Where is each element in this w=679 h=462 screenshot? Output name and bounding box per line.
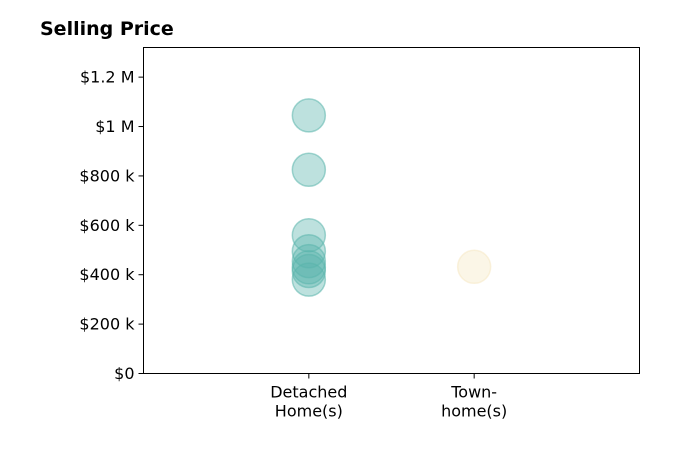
y-tick-label: $800 k bbox=[79, 166, 135, 185]
data-point bbox=[291, 152, 327, 187]
data-point bbox=[291, 262, 327, 297]
y-tick-label: $0 bbox=[114, 364, 134, 383]
y-tick-label: $1.2 M bbox=[80, 68, 135, 87]
y-tick-label: $400 k bbox=[79, 265, 135, 284]
points-layer bbox=[291, 98, 492, 297]
x-tick-label: Town-home(s) bbox=[441, 383, 507, 421]
data-point bbox=[456, 249, 492, 285]
x-tick-label: Detached Home(s) bbox=[270, 383, 347, 421]
y-tick-label: $200 k bbox=[79, 315, 135, 334]
chart-title: Selling Price bbox=[40, 18, 174, 40]
y-tick-label: $1 M bbox=[95, 117, 134, 136]
plot-frame bbox=[143, 47, 640, 374]
axes-layer: $0 $200 k $400 k $600 k $800 k $1 M $1.2 M Deta… bbox=[79, 68, 507, 421]
data-point bbox=[291, 253, 327, 289]
y-tick-label: $600 k bbox=[79, 216, 135, 235]
data-point bbox=[291, 98, 327, 133]
